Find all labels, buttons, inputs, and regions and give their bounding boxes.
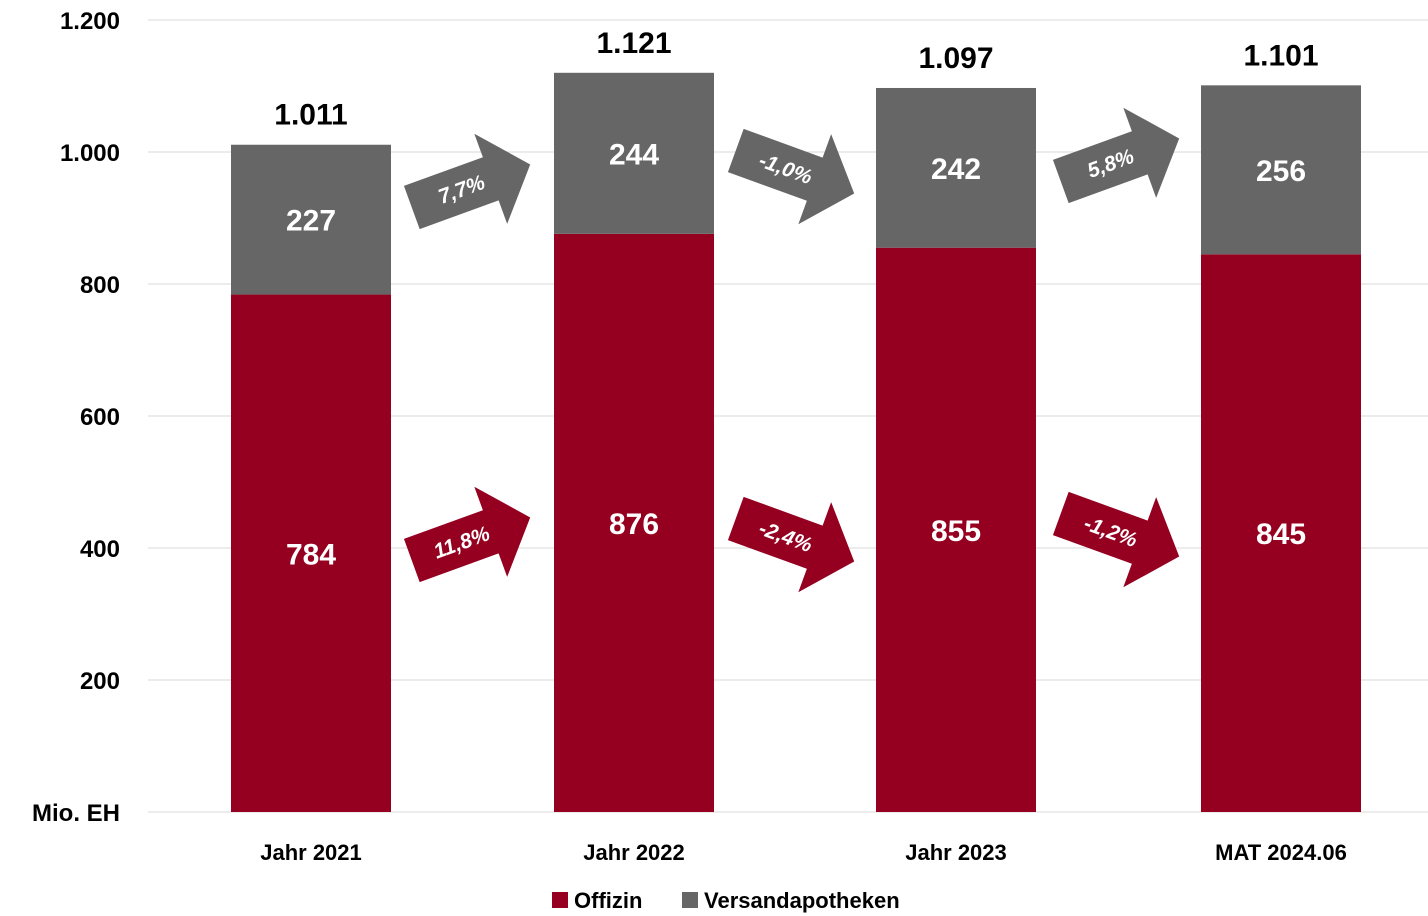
y-tick-label: 600: [80, 404, 120, 431]
data-labels: 784 227 1.011 876 244 1.121 855 242 1.097 845 256 1…: [274, 27, 1318, 571]
legend-label-versandapotheken: Versandapotheken: [704, 888, 900, 913]
x-tick-label: MAT 2024.06: [1215, 840, 1347, 865]
total-label: 1.097: [918, 42, 993, 75]
y-tick-label: 800: [80, 272, 120, 299]
data-label-versandapotheken: 256: [1256, 155, 1306, 188]
data-label-offizin: 855: [931, 515, 981, 548]
growth-arrow-versandapotheken-shape: [727, 128, 855, 225]
data-label-offizin: 876: [609, 508, 659, 541]
growth-arrow-versandapotheken-shape: [403, 133, 531, 230]
data-label-versandapotheken: 242: [931, 153, 981, 186]
x-tick-label: Jahr 2023: [905, 840, 1007, 865]
y-axis: Mio. EH 200 400 600 800 1.000 1.200: [32, 8, 120, 827]
x-axis: Jahr 2021 Jahr 2022 Jahr 2023 MAT 2024.06: [260, 840, 1347, 865]
y-tick-label: 400: [80, 536, 120, 563]
bar-versandapotheken-jahr-2021: [231, 144, 391, 295]
bar-offizin-jahr-2022: [554, 233, 714, 813]
legend-label-offizin: Offizin: [574, 888, 642, 913]
data-label-offizin: 784: [286, 538, 336, 571]
y-tick-label: 200: [80, 668, 120, 695]
y-tick-label: 1.000: [60, 140, 120, 167]
x-tick-label: Jahr 2021: [260, 840, 362, 865]
bar-offizin-jahr-2021: [231, 294, 391, 812]
growth-arrow-offizin: -2,4%: [727, 496, 855, 593]
growth-arrows: 7,7% 11,8% -1,0% -2,4% 5,8% -1,2%: [403, 107, 1180, 593]
data-label-offizin: 845: [1256, 518, 1306, 551]
bars: [231, 72, 1361, 813]
growth-arrow-versandapotheken-shape: [1052, 107, 1180, 204]
legend: Offizin Versandapotheken: [552, 888, 900, 913]
total-label: 1.101: [1243, 39, 1318, 72]
x-tick-label: Jahr 2022: [583, 840, 685, 865]
growth-arrow-versandapotheken: -1,0%: [727, 128, 855, 225]
growth-arrow-offizin-shape: [727, 496, 855, 593]
data-label-versandapotheken: 244: [609, 138, 659, 171]
growth-arrow-offizin-shape: [403, 486, 531, 583]
growth-arrow-versandapotheken: 5,8%: [1052, 107, 1180, 204]
total-label: 1.121: [596, 27, 671, 60]
growth-arrow-versandapotheken: 7,7%: [403, 133, 531, 230]
bar-versandapotheken-mat-2024-06: [1201, 85, 1361, 255]
total-label: 1.011: [274, 99, 347, 132]
data-label-versandapotheken: 227: [286, 205, 336, 238]
y-tick-label: 1.200: [60, 8, 120, 35]
bar-offizin-jahr-2023: [876, 247, 1036, 812]
y-axis-unit-label: Mio. EH: [32, 800, 120, 827]
growth-arrow-offizin: 11,8%: [403, 486, 531, 583]
legend-swatch-versandapotheken: [682, 892, 698, 908]
legend-swatch-offizin: [552, 892, 568, 908]
bar-versandapotheken-jahr-2022: [554, 72, 714, 234]
growth-arrow-offizin: -1,2%: [1052, 491, 1180, 588]
bar-versandapotheken-jahr-2023: [876, 87, 1036, 248]
growth-arrow-offizin-shape: [1052, 491, 1180, 588]
bar-offizin-mat-2024-06: [1201, 254, 1361, 813]
